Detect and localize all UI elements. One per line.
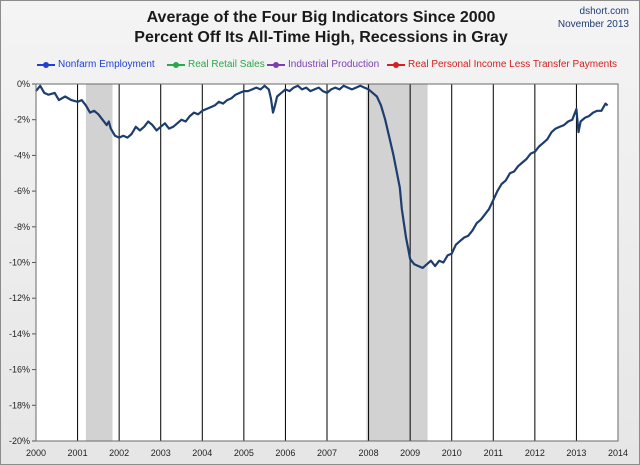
title-line-2: Percent Off Its All-Time High, Recession…	[134, 29, 508, 46]
x-tick-label: 2006	[275, 448, 295, 458]
y-tick-label: -10%	[9, 258, 30, 268]
x-tick-label: 2007	[317, 448, 337, 458]
x-tick-label: 2002	[109, 448, 129, 458]
source-credit: dshort.com November 2013	[558, 5, 629, 31]
legend-item-real-personal-income: Real Personal Income Less Transfer Payme…	[387, 59, 617, 70]
credit-site: dshort.com	[579, 6, 629, 17]
x-tick-label: 2014	[608, 448, 628, 458]
x-tick-label: 2009	[400, 448, 420, 458]
y-tick-label: -14%	[9, 329, 30, 339]
legend-marker-icon	[167, 60, 185, 70]
title-line-1: Average of the Four Big Indicators Since…	[146, 9, 496, 26]
recession-band-2	[366, 84, 428, 441]
y-tick-label: -8%	[14, 222, 30, 232]
legend-marker-icon	[37, 60, 55, 70]
y-tick-label: -6%	[14, 186, 30, 196]
x-tick-label: 2004	[192, 448, 212, 458]
legend-marker-icon	[267, 60, 285, 70]
plot-border	[35, 83, 619, 442]
x-tick-label: 2001	[68, 448, 88, 458]
x-tick-label: 2003	[151, 448, 171, 458]
legend-item-nonfarm-employment: Nonfarm Employment	[37, 59, 155, 70]
legend-item-real-retail-sales: Real Retail Sales	[167, 59, 265, 70]
legend-marker-icon	[387, 60, 405, 70]
legend-label: Real Retail Sales	[188, 59, 265, 70]
y-tick-label: -18%	[9, 400, 30, 410]
y-tick-label: -12%	[9, 293, 30, 303]
x-tick-label: 2011	[484, 448, 503, 458]
y-tick-label: -4%	[14, 150, 30, 160]
legend-label: Industrial Production	[288, 59, 380, 70]
y-tick-label: -16%	[9, 365, 30, 375]
y-tick-label: 0%	[17, 79, 30, 89]
legend-label: Nonfarm Employment	[58, 59, 155, 70]
legend: Nonfarm Employment Real Retail Sales Ind…	[37, 59, 627, 73]
x-tick-label: 2005	[234, 448, 254, 458]
series-line	[35, 84, 609, 269]
x-tick-label: 2008	[359, 448, 379, 458]
legend-item-industrial-production: Industrial Production	[267, 59, 379, 70]
x-tick-label: 2012	[525, 448, 545, 458]
x-tick-label: 2013	[566, 448, 586, 458]
recession-band-1	[85, 84, 113, 441]
legend-label: Real Personal Income Less Transfer Payme…	[408, 59, 617, 70]
y-tick-label: -20%	[9, 436, 30, 446]
credit-date: November 2013	[557, 19, 629, 30]
x-tick-label: 2010	[442, 448, 462, 458]
x-tick-label: 2000	[26, 448, 46, 458]
chart-title: Average of the Four Big Indicators Since…	[1, 8, 640, 48]
y-tick-label: -2%	[14, 115, 30, 125]
